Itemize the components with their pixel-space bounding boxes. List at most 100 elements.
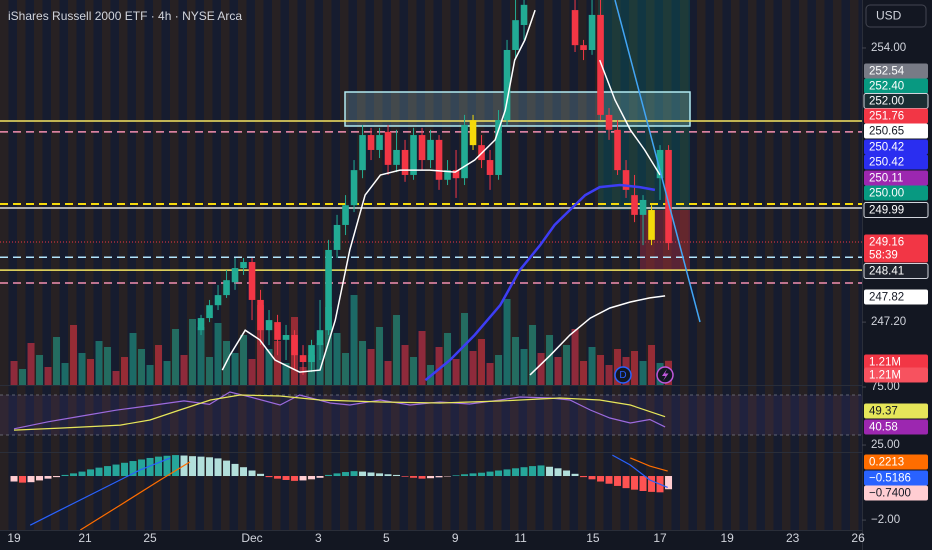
currency-button[interactable] (865, 4, 927, 28)
x-tick-label: 15 (586, 531, 600, 545)
candle-body (401, 149, 409, 175)
macd-histogram-bar (78, 471, 86, 477)
candle-body (291, 335, 298, 356)
macd-histogram-bar (53, 476, 61, 478)
volume-bar (452, 359, 460, 385)
macd-histogram-bar (597, 476, 605, 482)
price-label: 247.82 (869, 292, 904, 304)
axis-layer: 254.00 247.20 75.00 25.00 −2.00 19 21 25 Dec 3 5 9 1… (7, 42, 929, 545)
macd-histogram-bar (461, 474, 469, 477)
moving-average (221, 9, 661, 373)
volume-bar (53, 337, 61, 385)
price-label: 249.99 (869, 205, 904, 217)
volume-bar (189, 319, 197, 385)
macd-line (79, 457, 668, 530)
projection-zone (598, 0, 690, 210)
macd-histogram-bar (299, 476, 307, 481)
candle-body (461, 124, 468, 179)
macd-histogram-bar (554, 468, 562, 477)
macd-histogram-bar (401, 476, 409, 477)
trend-line (614, 0, 701, 323)
countdown: 58:39 (869, 250, 898, 262)
volume-bar (163, 361, 171, 385)
candle-body (588, 14, 596, 50)
volume-bar (342, 353, 350, 385)
candle-body (648, 210, 655, 240)
candle-body (418, 135, 426, 161)
macd-histogram-bar (172, 455, 180, 477)
macd-histogram-bar (384, 474, 392, 477)
price-label-bg (864, 354, 928, 370)
x-tick-label: 23 (786, 531, 800, 545)
price-label-bg (864, 485, 928, 501)
macd-histogram-bar (291, 476, 299, 481)
macd-histogram-bar (486, 471, 494, 477)
macd-histogram-bar (639, 476, 647, 491)
risk-zone (640, 210, 690, 270)
volume-bar (529, 325, 537, 385)
candle-body (316, 330, 324, 346)
macd-histogram-bar (665, 476, 673, 490)
x-tick-label: 17 (653, 531, 667, 545)
rsi-line (13, 391, 666, 430)
volume-bar (70, 325, 78, 385)
macd-histogram-bar (112, 464, 120, 477)
price-label-bg (864, 154, 928, 170)
volume-bar (27, 343, 35, 385)
macd-histogram-bar (163, 455, 171, 477)
candle-body (214, 295, 222, 306)
candle-body (342, 205, 349, 225)
volume-bar (588, 347, 596, 385)
x-tick-label: 11 (514, 531, 527, 545)
volume-bar (546, 335, 554, 385)
macd-histogram-bar (240, 467, 248, 477)
volume-bar (316, 343, 324, 385)
price-label-bg (864, 234, 928, 263)
price-label: 252.40 (869, 81, 904, 93)
rsi-layer (13, 391, 666, 431)
volume-bar (333, 333, 341, 385)
chart-title: iShares Russell 2000 ETF · 4h · NYSE Arc… (8, 9, 242, 23)
x-tick-label: 21 (78, 531, 92, 545)
candle-body (265, 320, 273, 331)
lines-layer (221, 9, 666, 382)
volume-bar (631, 351, 639, 385)
macd-histogram-bar (503, 469, 511, 477)
macd-histogram-bar (342, 472, 350, 477)
candle-body (206, 305, 213, 319)
x-tick-label: 3 (315, 531, 322, 545)
macd-histogram-bar (206, 457, 214, 477)
volume-bar (61, 363, 69, 385)
candle-body (308, 345, 315, 363)
macd-histogram-bar (44, 476, 52, 479)
volume-bar (554, 357, 562, 385)
volume-bar (359, 341, 367, 385)
candle-body (605, 114, 613, 130)
candle-body (452, 170, 460, 179)
macd-histogram-bar (410, 476, 418, 478)
price-label-bg (864, 367, 928, 383)
macd-histogram-bar (155, 456, 163, 477)
x-tick-label: 26 (851, 531, 865, 545)
volume-bar (520, 349, 528, 385)
macd-histogram-bar (282, 476, 290, 480)
price-label-bg (864, 419, 928, 435)
event-marker[interactable] (614, 366, 632, 384)
macd-histogram-bar (257, 473, 265, 477)
price-label: 252.00 (869, 96, 904, 108)
macd-histogram-bar (138, 459, 146, 477)
macd-histogram-bar (537, 465, 545, 477)
volume-bar (265, 349, 273, 385)
session-stripes (0, 0, 862, 530)
price-label-bg (864, 139, 928, 155)
alert-icon (662, 369, 669, 381)
macd-histogram-bar (27, 476, 35, 483)
volume-bar (325, 307, 333, 385)
candle-body (359, 135, 366, 171)
macd-histogram-bar (605, 476, 613, 484)
price-label-bg (864, 108, 928, 124)
volume-bar (231, 353, 239, 385)
price-label-bg (864, 185, 928, 201)
